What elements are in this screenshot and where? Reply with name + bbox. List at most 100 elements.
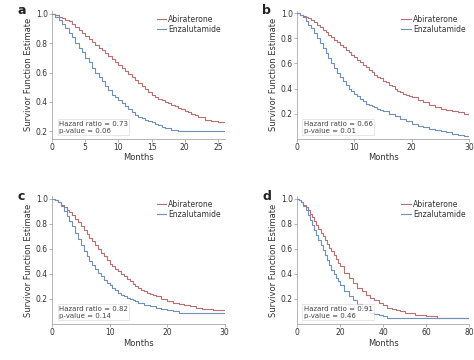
- Abiraterone: [301, 203, 306, 207]
- Abiraterone: [216, 308, 222, 312]
- Abiraterone: [49, 12, 55, 16]
- Enzalutamide: [320, 248, 326, 252]
- Abiraterone: [119, 66, 125, 70]
- Enzalutamide: [210, 311, 216, 315]
- Abiraterone: [152, 95, 158, 100]
- Enzalutamide: [355, 302, 360, 306]
- Abiraterone: [92, 42, 98, 47]
- Enzalutamide: [69, 35, 75, 39]
- Enzalutamide: [350, 298, 356, 302]
- Abiraterone: [333, 257, 338, 261]
- Enzalutamide: [466, 135, 472, 140]
- Abiraterone: [170, 301, 176, 305]
- Abiraterone: [142, 86, 148, 91]
- Enzalutamide: [311, 228, 317, 232]
- X-axis label: Months: Months: [368, 338, 399, 347]
- X-axis label: Months: Months: [123, 153, 154, 162]
- Abiraterone: [147, 292, 153, 296]
- Abiraterone: [82, 33, 88, 38]
- Abiraterone: [112, 60, 118, 64]
- Abiraterone: [64, 208, 69, 212]
- Enzalutamide: [372, 105, 377, 109]
- Enzalutamide: [392, 114, 397, 118]
- Enzalutamide: [52, 198, 58, 202]
- Enzalutamide: [374, 107, 380, 111]
- Enzalutamide: [360, 99, 366, 103]
- Abiraterone: [89, 40, 95, 44]
- Abiraterone: [53, 13, 58, 17]
- Enzalutamide: [96, 75, 101, 79]
- Enzalutamide: [314, 36, 320, 41]
- Abiraterone: [296, 198, 302, 202]
- Enzalutamide: [331, 272, 337, 276]
- Enzalutamide: [136, 301, 141, 305]
- Enzalutamide: [78, 243, 84, 247]
- Enzalutamide: [84, 254, 90, 258]
- Abiraterone: [187, 304, 193, 309]
- Abiraterone: [176, 302, 182, 306]
- Enzalutamide: [169, 128, 174, 132]
- Text: Hazard ratio = 0.73
p-value = 0.06: Hazard ratio = 0.73 p-value = 0.06: [59, 121, 128, 134]
- Abiraterone: [146, 89, 151, 94]
- Enzalutamide: [64, 214, 69, 219]
- Abiraterone: [126, 72, 131, 76]
- Enzalutamide: [66, 31, 72, 35]
- Enzalutamide: [90, 263, 95, 267]
- Enzalutamide: [386, 111, 392, 116]
- Enzalutamide: [363, 102, 369, 106]
- Enzalutamide: [59, 22, 65, 26]
- Enzalutamide: [162, 126, 168, 131]
- Abiraterone: [169, 103, 174, 107]
- Enzalutamide: [384, 316, 390, 320]
- Abiraterone: [340, 45, 346, 49]
- Abiraterone: [456, 316, 461, 320]
- Abiraterone: [172, 104, 178, 108]
- Enzalutamide: [402, 316, 408, 320]
- Abiraterone: [363, 293, 369, 297]
- Enzalutamide: [357, 96, 363, 101]
- Enzalutamide: [159, 125, 164, 129]
- Enzalutamide: [182, 311, 187, 315]
- Abiraterone: [98, 251, 104, 255]
- Line: Abiraterone: Abiraterone: [52, 199, 225, 310]
- Enzalutamide: [152, 122, 158, 126]
- Enzalutamide: [141, 303, 147, 307]
- Abiraterone: [102, 51, 108, 55]
- Enzalutamide: [66, 219, 72, 224]
- Abiraterone: [384, 306, 390, 310]
- Abiraterone: [69, 213, 75, 217]
- Y-axis label: Survivor Function Estimate: Survivor Function Estimate: [24, 18, 33, 131]
- Abiraterone: [423, 314, 429, 319]
- Text: c: c: [18, 190, 25, 203]
- Abiraterone: [316, 226, 321, 231]
- Enzalutamide: [333, 275, 338, 280]
- Abiraterone: [210, 308, 216, 312]
- Enzalutamide: [328, 268, 334, 272]
- Enzalutamide: [155, 123, 161, 127]
- Abiraterone: [341, 270, 347, 275]
- Line: Enzalutamide: Enzalutamide: [297, 13, 469, 138]
- Enzalutamide: [175, 129, 181, 134]
- Abiraterone: [136, 285, 141, 290]
- Enzalutamide: [334, 71, 340, 76]
- X-axis label: Months: Months: [123, 338, 154, 347]
- Abiraterone: [56, 14, 62, 19]
- Abiraterone: [402, 311, 408, 315]
- Enzalutamide: [449, 131, 455, 136]
- Text: Hazard ratio = 0.66
p-value = 0.01: Hazard ratio = 0.66 p-value = 0.01: [304, 121, 373, 134]
- Enzalutamide: [92, 267, 98, 271]
- Enzalutamide: [121, 294, 127, 298]
- Enzalutamide: [116, 98, 121, 103]
- Enzalutamide: [104, 280, 109, 285]
- Abiraterone: [305, 208, 310, 212]
- Legend: Abiraterone, Enzalutamide: Abiraterone, Enzalutamide: [401, 200, 465, 219]
- Enzalutamide: [82, 56, 88, 60]
- Abiraterone: [115, 269, 121, 274]
- Enzalutamide: [320, 46, 326, 50]
- Abiraterone: [58, 203, 64, 207]
- Abiraterone: [202, 117, 208, 122]
- Enzalutamide: [380, 314, 386, 319]
- Abiraterone: [75, 220, 81, 225]
- Abiraterone: [86, 37, 91, 41]
- Enzalutamide: [309, 223, 315, 227]
